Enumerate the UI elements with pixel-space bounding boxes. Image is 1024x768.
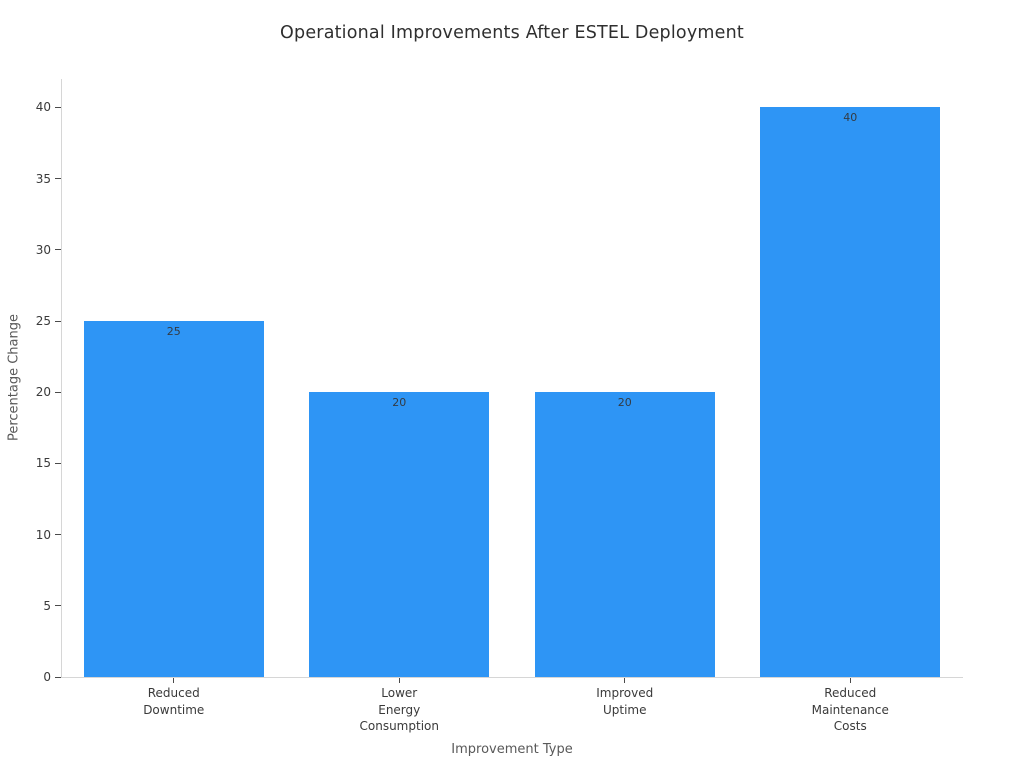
x-tick [173,678,175,683]
x-tick [849,678,851,683]
y-tick [55,249,61,251]
x-tick-label-line: Downtime [143,702,205,717]
bar [309,392,490,677]
y-tick [55,320,61,322]
bar-value-label: 25 [166,325,181,339]
y-tick [55,106,61,108]
x-tick-label-line: Energy [378,702,421,717]
x-tick-label-line: Reduced [147,686,200,700]
bar-value-label: 20 [392,396,407,410]
y-axis-title: Percentage Change [6,313,22,442]
y-tick [55,534,61,536]
x-tick-label-line: Costs [833,719,867,733]
x-tick-label-line: Consumption [359,719,439,733]
x-tick-label: Reduced Maintenance Costs [738,685,964,735]
x-tick [624,678,626,683]
y-tick-label: 40 [35,100,51,115]
y-tick-label: 15 [35,456,51,471]
x-tick-label: Lower Energy Consumption [287,685,513,735]
y-tick [55,391,61,393]
chart-title: Operational Improvements After ESTEL Dep… [280,23,744,43]
y-tick-label: 5 [43,598,51,613]
plot-area: 0 5 10 15 20 25 30 35 40 25 Reduced Downtime 20 Lower… [36,79,963,733]
y-tick-label: 10 [35,527,51,542]
y-tick-label: 30 [35,242,51,257]
x-tick-label-line: Maintenance [811,702,889,717]
y-tick-label: 35 [35,171,51,186]
bar [83,321,264,677]
y-tick-label: 0 [43,670,51,684]
x-tick-label: Reduced Downtime [61,685,287,718]
x-axis-spine [61,677,963,678]
y-tick-label: 25 [35,314,51,329]
y-tick [55,676,61,678]
x-axis-title: Improvement Type [451,742,573,757]
bar-value-label: 20 [617,396,632,410]
x-tick-label: Improved Uptime [512,685,738,718]
bar [534,392,715,677]
bar-value-label: 40 [843,111,858,125]
x-tick [398,678,400,683]
y-tick [55,462,61,464]
x-tick-label-line: Improved [596,686,654,700]
x-tick-label-line: Lower [381,686,418,700]
x-tick-label-line: Reduced [824,686,877,700]
bar [760,107,941,677]
y-tick [55,605,61,607]
y-tick-label: 20 [35,385,51,400]
y-tick [55,178,61,180]
y-axis-spine [61,79,62,678]
x-tick-label-line: Uptime [602,702,647,717]
